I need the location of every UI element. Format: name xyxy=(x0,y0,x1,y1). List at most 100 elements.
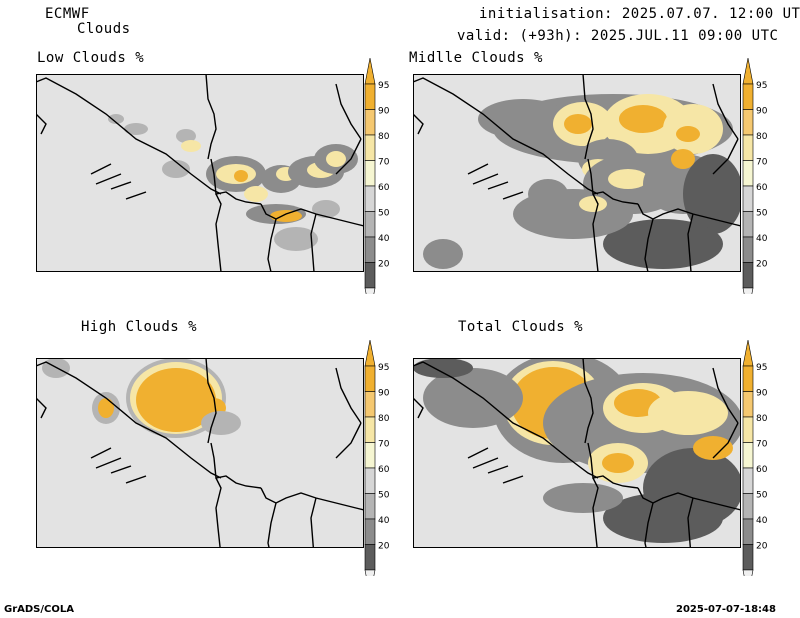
colorbar-swatch-90 xyxy=(743,392,753,418)
cloud-patch xyxy=(676,126,700,142)
colorbar-label-50: 50 xyxy=(378,491,390,501)
colorbar-label-90: 90 xyxy=(378,389,390,399)
colorbar-swatch-60 xyxy=(365,468,375,494)
colorbar-arrow-top xyxy=(743,58,753,84)
colorbar-label-50: 50 xyxy=(378,209,390,219)
cloud-patch xyxy=(234,170,248,182)
map-total-clouds xyxy=(413,358,741,548)
colorbar-swatch-70 xyxy=(743,161,753,187)
valid-label: valid: (+93h): 2025.JUL.11 09:00 UTC xyxy=(457,28,778,44)
map-low-clouds xyxy=(36,74,364,272)
colorbar-label-80: 80 xyxy=(756,414,768,424)
cloud-patch xyxy=(244,186,268,202)
colorbar-swatch-20 xyxy=(365,545,375,571)
colorbar-swatch-90 xyxy=(365,110,375,136)
colorbar-arrow-top xyxy=(365,58,375,84)
cloud-patch xyxy=(608,169,648,189)
colorbar-label-60: 60 xyxy=(378,183,390,193)
colorbar-label-95: 95 xyxy=(756,363,767,373)
colorbar-label-20: 20 xyxy=(378,542,390,552)
colorbar-swatch-50 xyxy=(365,212,375,238)
colorbar-swatch-95 xyxy=(365,366,375,392)
cloud-patch xyxy=(543,483,623,513)
colorbar-label-40: 40 xyxy=(378,234,390,244)
colorbar-label-40: 40 xyxy=(756,516,768,526)
cloud-patch xyxy=(619,105,667,133)
colorbar-label-80: 80 xyxy=(378,132,390,142)
colorbar-label-90: 90 xyxy=(378,107,390,117)
colorbar-label-95: 95 xyxy=(378,81,389,91)
colorbar-swatch-40 xyxy=(743,519,753,545)
colorbar-swatch-95 xyxy=(743,84,753,110)
colorbar-arrow-top xyxy=(743,340,753,366)
colorbar-label-70: 70 xyxy=(378,158,390,168)
cloud-patch xyxy=(124,123,148,135)
colorbar-swatch-20 xyxy=(743,263,753,289)
colorbar-label-80: 80 xyxy=(756,132,768,142)
colorbar-swatch-70 xyxy=(743,443,753,469)
colorbar-swatch-80 xyxy=(365,417,375,443)
colorbar-label-60: 60 xyxy=(756,183,768,193)
map-high-clouds xyxy=(36,358,364,548)
colorbar-label-60: 60 xyxy=(378,465,390,475)
colorbar-swatch-95 xyxy=(365,84,375,110)
colorbar-top-right: 95 90 80 70 60 50 40 20 xyxy=(742,58,778,298)
colorbar-swatch-90 xyxy=(365,392,375,418)
init-label: initialisation: 2025.07.07. 12:00 UTC xyxy=(479,6,800,22)
cloud-patch xyxy=(602,453,634,473)
colorbar-swatch-50 xyxy=(743,212,753,238)
colorbar-label-60: 60 xyxy=(756,465,768,475)
colorbar-swatch-70 xyxy=(365,443,375,469)
colorbar-label-50: 50 xyxy=(756,209,768,219)
colorbar-arrow-bottom xyxy=(365,570,375,576)
cloud-patch xyxy=(270,210,302,222)
cloud-patch xyxy=(648,391,728,435)
colorbar-label-40: 40 xyxy=(378,516,390,526)
product-label: Clouds xyxy=(77,21,131,37)
cloud-patch xyxy=(413,358,473,378)
colorbar-swatch-20 xyxy=(365,263,375,289)
cloud-patch xyxy=(528,179,568,209)
colorbar-label-95: 95 xyxy=(378,363,389,373)
footer-timestamp: 2025-07-07-18:48 xyxy=(676,604,776,615)
colorbar-swatch-40 xyxy=(365,237,375,263)
colorbar-swatch-50 xyxy=(365,494,375,520)
map-middle-clouds xyxy=(413,74,741,272)
colorbar-arrow-bottom xyxy=(365,288,375,294)
colorbar-swatch-20 xyxy=(743,545,753,571)
colorbar-swatch-95 xyxy=(743,366,753,392)
panel-title-high: High Clouds % xyxy=(81,319,197,335)
colorbar-label-80: 80 xyxy=(378,414,390,424)
colorbar-swatch-80 xyxy=(743,417,753,443)
colorbar-label-70: 70 xyxy=(756,440,768,450)
colorbar-swatch-60 xyxy=(743,186,753,212)
colorbar-swatch-80 xyxy=(743,135,753,161)
colorbar-label-70: 70 xyxy=(378,440,390,450)
colorbar-label-50: 50 xyxy=(756,491,768,501)
colorbar-top-left: 95 90 80 70 60 50 40 20 xyxy=(364,58,400,298)
colorbar-label-90: 90 xyxy=(756,107,768,117)
model-label: ECMWF xyxy=(45,6,90,22)
colorbar-label-70: 70 xyxy=(756,158,768,168)
colorbar-arrow-bottom xyxy=(743,288,753,294)
panel-title-middle: Midlle Clouds % xyxy=(409,50,543,66)
colorbar-label-20: 20 xyxy=(378,260,390,270)
cloud-patch xyxy=(671,149,695,169)
panel-title-total: Total Clouds % xyxy=(458,319,583,335)
footer-software: GrADS/COLA xyxy=(4,604,74,615)
cloud-patch xyxy=(693,436,733,460)
colorbar-swatch-40 xyxy=(365,519,375,545)
colorbar-label-20: 20 xyxy=(756,260,768,270)
colorbar-label-20: 20 xyxy=(756,542,768,552)
cloud-patch xyxy=(201,411,241,435)
cloud-patch xyxy=(98,398,114,418)
colorbar-arrow-top xyxy=(365,340,375,366)
colorbar-swatch-60 xyxy=(743,468,753,494)
cloud-patch xyxy=(423,239,463,269)
colorbar-bottom-right: 95 90 80 70 60 50 40 20 xyxy=(742,340,778,580)
cloud-patch xyxy=(181,140,201,152)
colorbar-swatch-60 xyxy=(365,186,375,212)
panel-title-low: Low Clouds % xyxy=(37,50,144,66)
colorbar-arrow-bottom xyxy=(743,570,753,576)
colorbar-swatch-40 xyxy=(743,237,753,263)
